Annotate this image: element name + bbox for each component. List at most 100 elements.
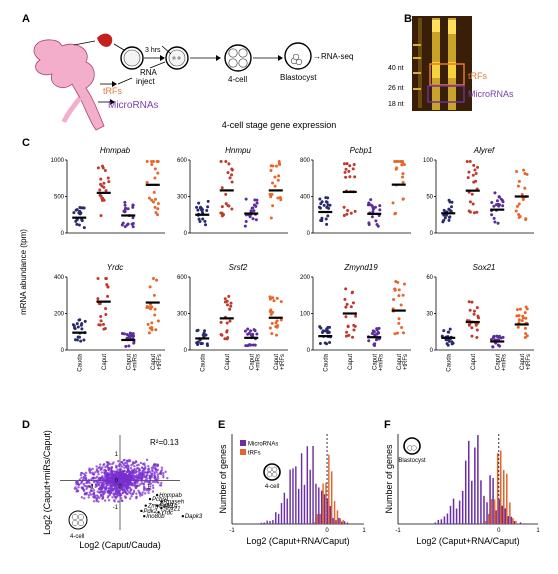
bar-micrornas — [434, 522, 437, 524]
data-point — [370, 204, 374, 208]
bar-trfs — [325, 482, 327, 524]
sperm-icon — [97, 33, 113, 47]
y-tick-label: 1000 — [51, 158, 65, 164]
data-point — [219, 211, 223, 215]
scatter-point — [131, 492, 134, 496]
scatter-point — [148, 480, 151, 483]
data-point — [490, 213, 494, 217]
data-point — [324, 196, 328, 200]
y-tick-label: 200 — [300, 275, 311, 281]
data-point — [351, 335, 355, 339]
scatter-point — [156, 477, 160, 480]
data-point — [96, 166, 100, 170]
data-point — [279, 198, 283, 202]
gene-point — [143, 515, 146, 518]
data-point — [205, 342, 209, 346]
data-point — [279, 300, 283, 304]
scatter-point — [119, 479, 122, 482]
data-point — [353, 175, 357, 179]
panel-a-schematic: 3 hrs 4-cell Blastocyst → — [33, 33, 353, 131]
gene-label: Hnmpab — [159, 493, 182, 499]
data-point — [251, 217, 255, 221]
scatter-point — [99, 468, 102, 471]
data-point — [255, 332, 259, 336]
data-point — [496, 343, 500, 347]
data-point — [342, 162, 346, 166]
scatter-point — [94, 483, 98, 486]
scatter-point — [80, 496, 84, 499]
scatter-point — [83, 472, 86, 476]
bar-trfs — [484, 521, 487, 524]
scatter-point — [97, 466, 100, 470]
scatter-point — [107, 499, 111, 502]
scatter-point — [132, 489, 136, 493]
category-label: Caput — [471, 354, 477, 370]
scatter-point — [154, 467, 157, 471]
data-point — [275, 319, 279, 323]
scatter-point — [143, 480, 146, 484]
data-point — [225, 303, 229, 307]
scatter-point — [141, 491, 144, 494]
scatter-point — [117, 500, 120, 503]
x-tick-label: 1 — [536, 528, 540, 534]
gene-title: Pcbp1 — [350, 146, 373, 155]
scatter-point — [139, 475, 142, 479]
data-point — [348, 164, 352, 168]
y-tick-label: 600 — [177, 158, 188, 164]
data-point — [154, 328, 158, 332]
data-point — [477, 316, 481, 320]
scatter-point — [98, 463, 102, 466]
category-label-line: +tRFs — [526, 354, 532, 370]
data-point — [224, 192, 228, 196]
scatter-point — [120, 465, 124, 468]
data-point — [401, 293, 405, 297]
bar-trfs — [333, 500, 336, 524]
data-point — [123, 203, 127, 207]
y-axis-label: Number of genes — [384, 444, 394, 514]
scatter-point — [102, 482, 105, 485]
data-point — [150, 305, 154, 309]
gene-point — [160, 507, 163, 510]
data-point — [367, 221, 371, 225]
data-point — [156, 171, 160, 175]
rnaseq-label: →RNA-seq — [313, 52, 353, 61]
scatter-point — [147, 491, 150, 495]
inset-blastocyst-icon — [403, 437, 421, 455]
data-point — [148, 285, 152, 289]
scatter-point — [109, 473, 113, 476]
data-point — [153, 313, 157, 317]
scatter-point — [162, 476, 165, 479]
scatter-point — [115, 470, 118, 473]
data-point — [106, 294, 110, 298]
bar-trfs — [493, 499, 496, 524]
data-point — [227, 162, 231, 166]
inset-label: 4-cell — [70, 534, 84, 540]
data-point — [516, 184, 520, 188]
data-point — [515, 204, 519, 208]
scatter-point — [117, 475, 120, 478]
data-point — [271, 296, 275, 300]
data-point — [351, 167, 355, 171]
y-tick-label: 500 — [54, 195, 65, 201]
category-label: Caput+miRs — [372, 354, 384, 372]
data-point — [493, 191, 497, 195]
data-point — [324, 217, 328, 221]
scatter-point — [102, 483, 105, 487]
category-label-line: Caput — [225, 354, 231, 370]
scatter-point — [107, 473, 110, 476]
category-label-line: Caput — [520, 354, 526, 370]
bar-micrornas — [303, 484, 306, 524]
data-point — [344, 175, 348, 179]
data-point — [374, 338, 378, 342]
data-point — [521, 316, 525, 320]
scatter-point — [164, 470, 167, 474]
data-point — [226, 204, 230, 208]
scatter-point — [86, 481, 89, 484]
y-tick-label: 0 — [307, 348, 311, 354]
scatter-point — [143, 470, 147, 474]
y-tick-label: 300 — [177, 195, 188, 201]
category-label-line: Caput — [372, 354, 378, 370]
data-point — [225, 329, 229, 333]
gene-plot-pcbp1: Pcbp1 0 400 800 — [300, 146, 411, 237]
